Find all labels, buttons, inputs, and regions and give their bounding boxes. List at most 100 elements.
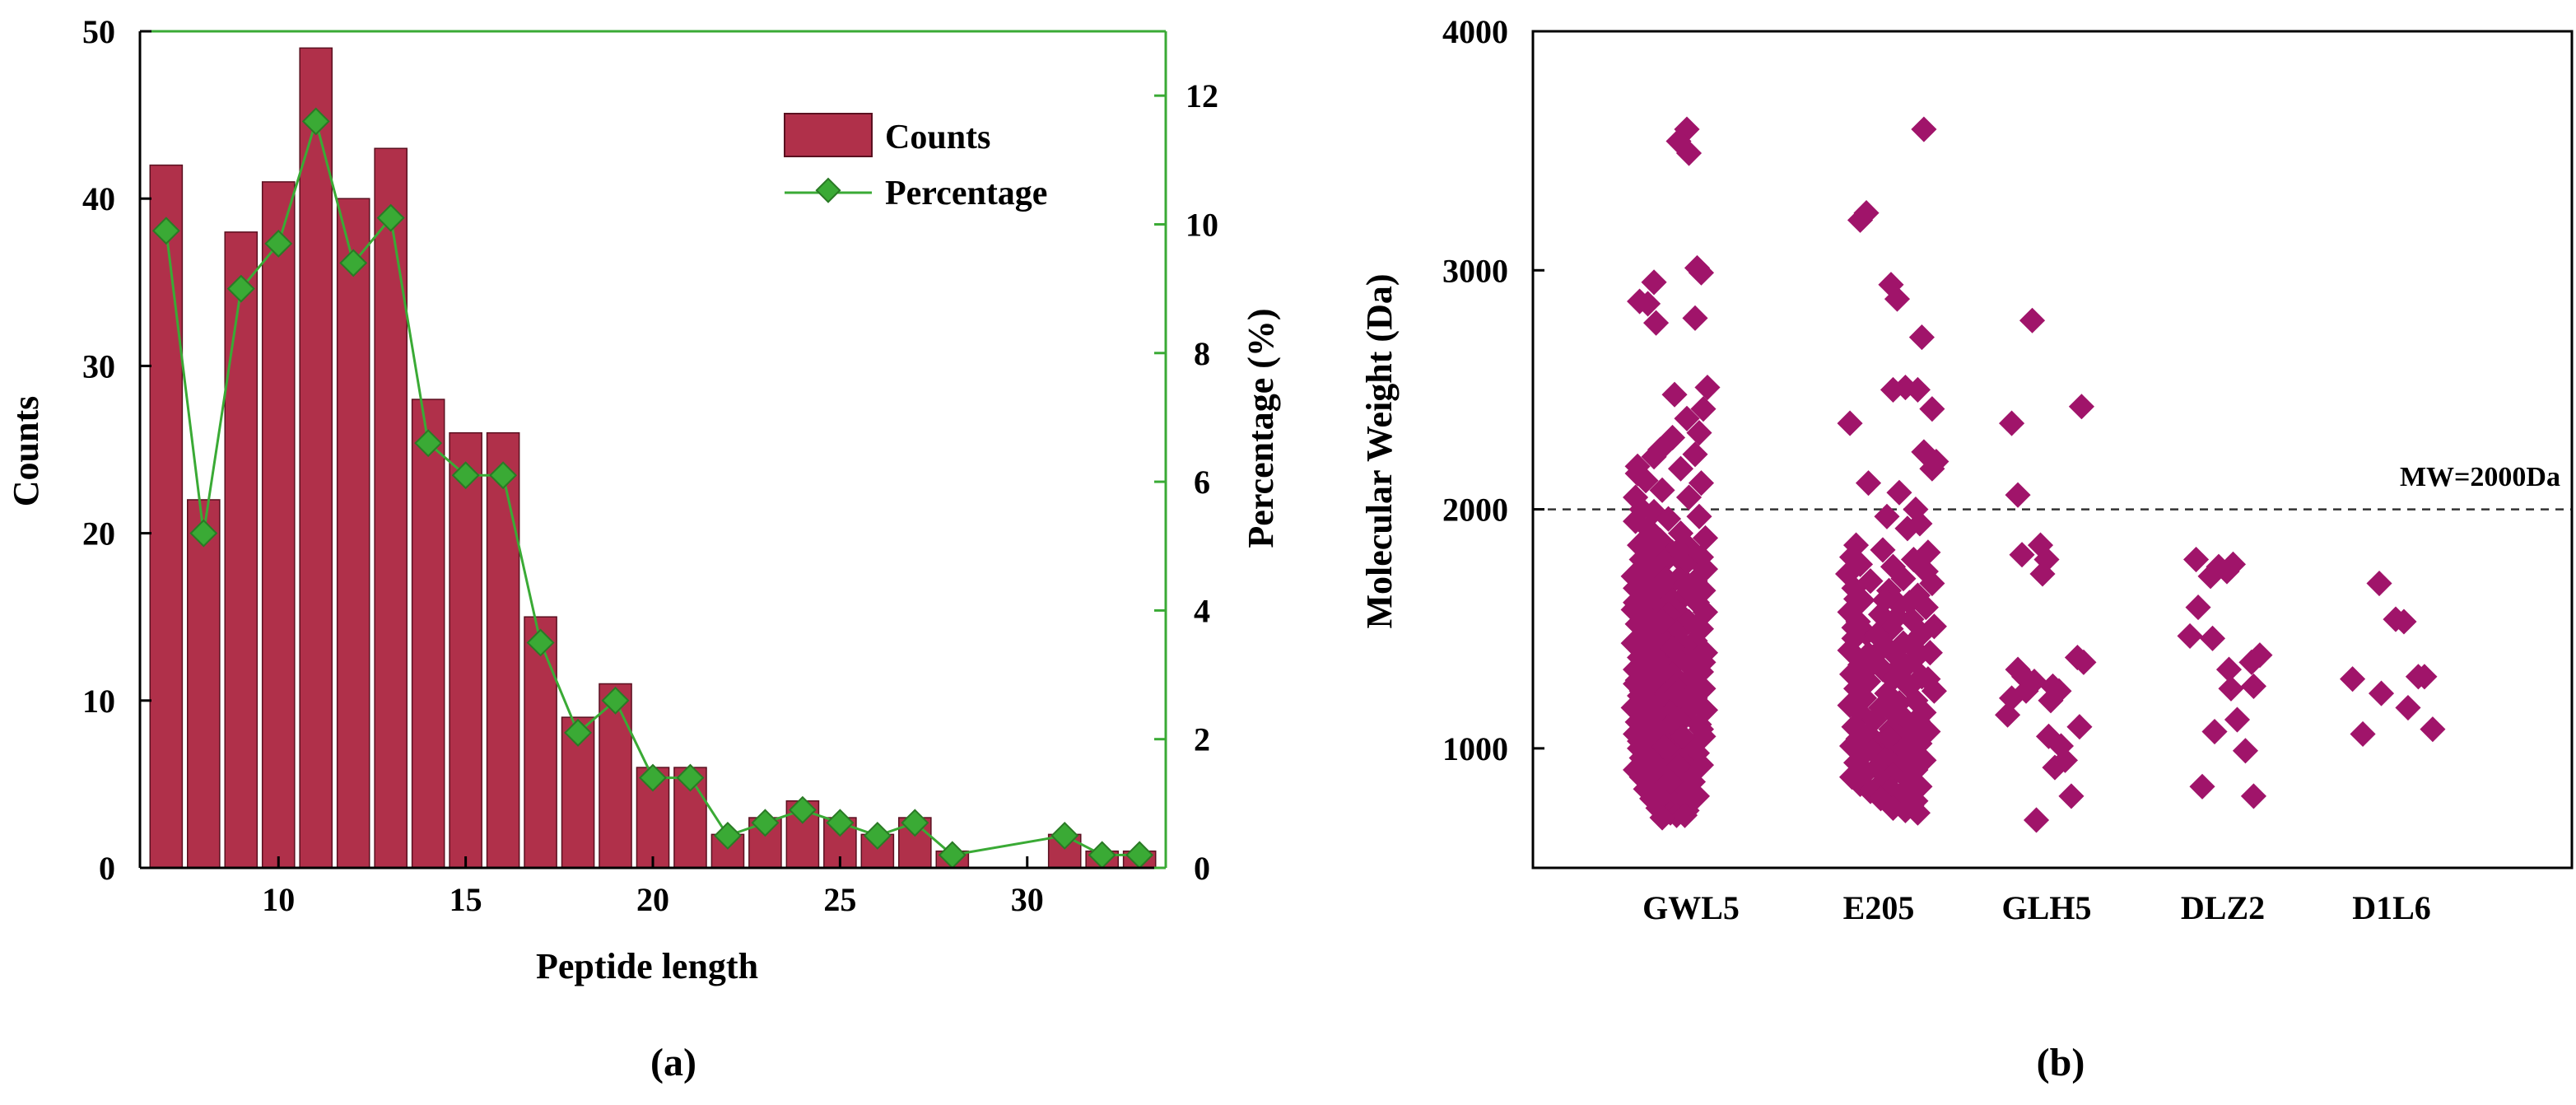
mw-point xyxy=(1690,396,1717,422)
percentage-marker xyxy=(376,203,405,232)
panel-a-x-axis-label: Peptide length xyxy=(536,946,758,986)
mw-point xyxy=(1888,651,1915,678)
mw-point xyxy=(2391,608,2417,635)
count-bar xyxy=(224,231,259,869)
mw-point xyxy=(1919,455,1945,482)
mw-point xyxy=(1870,537,1896,563)
panel-a-y2-tick-label: 0 xyxy=(1194,850,1210,887)
mw-point xyxy=(1690,649,1717,675)
count-bar xyxy=(187,499,221,869)
mw-point xyxy=(1688,259,1715,286)
legend-percentage-label: Percentage xyxy=(885,175,1047,212)
mw-point xyxy=(1904,800,1931,826)
mw-point xyxy=(2019,307,2046,333)
count-bar xyxy=(336,198,370,869)
mw-point xyxy=(2224,706,2251,733)
mw-point xyxy=(2199,625,2226,651)
mw-point xyxy=(1894,672,1921,698)
panel-b-tick-labels: 1000 2000 3000 4000 GWL5 E205 GLH5 DLZ2 D1L6 xyxy=(1442,13,2431,926)
panel-b-category-label: GWL5 xyxy=(1642,889,1740,926)
panel-b-category-label: D1L6 xyxy=(2352,889,2431,926)
mw-point xyxy=(2232,738,2259,764)
panel-a-chart: 0 10 20 30 40 50 0 2 4 6 8 10 12 10 15 20 25 30 Peptide l… xyxy=(6,13,1281,1084)
mw-point xyxy=(2009,542,2035,568)
mw-point xyxy=(1884,604,1911,630)
percentage-marker xyxy=(1088,841,1116,870)
count-bar xyxy=(411,399,445,869)
panel-b-axes xyxy=(1531,30,2574,870)
mw-point xyxy=(1904,707,1931,734)
panel-a-x-tick-label: 10 xyxy=(262,881,295,918)
panel-b-category-label: E205 xyxy=(1843,889,1915,926)
panel-b-category-label: DLZ2 xyxy=(2181,889,2265,926)
panel-a-x-tick-label: 25 xyxy=(823,881,856,918)
percentage-marker xyxy=(526,628,555,657)
mw-point xyxy=(1915,666,1941,692)
panel-a-x-tick-label: 15 xyxy=(450,881,482,918)
mw-point xyxy=(2068,394,2094,420)
mw-point xyxy=(2366,571,2392,597)
mw-point xyxy=(1851,659,1878,685)
mw-point xyxy=(2240,673,2266,699)
mw-point xyxy=(2215,656,2243,683)
panel-a-y2-axis-label: Percentage (%) xyxy=(1241,308,1281,548)
mw-point xyxy=(1686,673,1712,699)
mw-point xyxy=(1661,381,1688,408)
percentage-marker xyxy=(751,809,780,837)
panel-a-y2-tick-label: 10 xyxy=(1186,206,1218,243)
mw-reference-label: MW=2000Da xyxy=(2400,462,2560,492)
mw-point xyxy=(1682,305,1708,331)
mw-point xyxy=(1999,410,2025,436)
panel-a-x-tick-label: 30 xyxy=(1011,881,1044,918)
mw-point xyxy=(2066,714,2093,740)
legend-counts-swatch xyxy=(784,113,873,157)
count-bar xyxy=(486,431,520,869)
mw-point xyxy=(1874,503,1900,529)
panel-a-tick-labels: 0 10 20 30 40 50 0 2 4 6 8 10 12 10 15 20 25 30 xyxy=(82,13,1218,918)
mw-point xyxy=(2350,720,2376,747)
mw-point xyxy=(1635,291,1661,317)
mw-point xyxy=(2189,773,2215,800)
legend-percentage-marker xyxy=(815,177,841,203)
mw-point xyxy=(2395,694,2421,721)
panel-a-legend: Counts Percentage xyxy=(784,113,1047,212)
mw-point xyxy=(1896,590,1922,616)
panel-b-y-tick-label: 1000 xyxy=(1442,730,1508,767)
panel-a-x-tick-label: 20 xyxy=(636,881,669,918)
mw-point xyxy=(1841,614,1867,641)
panel-a-y2-tick-label: 12 xyxy=(1186,77,1218,114)
mw-point xyxy=(1684,612,1711,638)
mw-point xyxy=(2005,482,2031,508)
mw-point xyxy=(2240,783,2266,809)
percentage-marker xyxy=(264,229,293,258)
mw-point xyxy=(2185,594,2211,621)
panel-b-frame xyxy=(1531,30,2574,870)
panel-b-y-tick-label: 4000 xyxy=(1442,13,1508,50)
panel-b-category-label: GLH5 xyxy=(2002,889,2092,926)
mw-point xyxy=(1845,688,1871,715)
percentage-marker xyxy=(901,809,929,837)
mw-point xyxy=(1871,587,1898,613)
count-bars xyxy=(149,47,1157,869)
panel-b-y-tick-label: 2000 xyxy=(1442,492,1508,529)
panel-a-y-tick-label: 40 xyxy=(82,180,115,217)
panel-b-y-axis-label: Molecular Weight (Da) xyxy=(1359,274,1400,629)
mw-point xyxy=(2029,561,2056,587)
mw-point xyxy=(2023,807,2050,833)
mw-point xyxy=(1900,635,1926,661)
panel-a-y-tick-label: 10 xyxy=(82,683,115,720)
mw-point xyxy=(1686,420,1712,446)
panel-a-y-axis-label: Counts xyxy=(6,396,46,507)
mw-point xyxy=(1863,622,1890,648)
mw-point xyxy=(2238,649,2265,675)
percentage-marker xyxy=(938,841,967,870)
mw-point xyxy=(1842,585,1870,612)
mw-point xyxy=(2368,680,2395,706)
percentage-marker xyxy=(339,249,368,277)
percentage-marker xyxy=(601,686,630,715)
percentage-marker xyxy=(863,821,892,850)
count-bar xyxy=(261,181,296,869)
mw-point xyxy=(2201,718,2228,745)
mw-point xyxy=(1919,571,1945,597)
